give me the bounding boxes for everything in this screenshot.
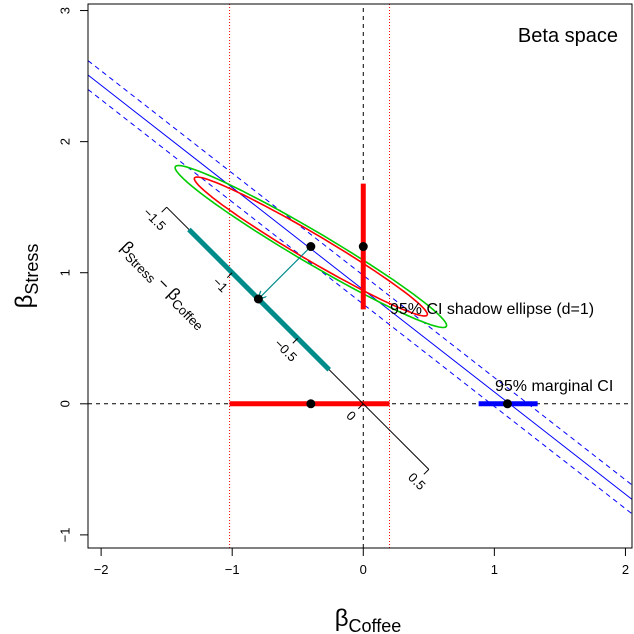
y-axis-title-main: β — [11, 295, 38, 309]
y-axis: −1 0 1 2 3 — [57, 7, 88, 542]
x-axis-tick-label-3: 1 — [491, 562, 498, 577]
y-axis-tick-label-0: −1 — [57, 527, 72, 542]
difference-axis-tick-2 — [292, 337, 299, 344]
plot-area — [88, 4, 632, 548]
marginal-ci-label: 95% marginal CI — [495, 378, 613, 395]
difference-axis-tick-0 — [161, 206, 168, 213]
difference-axis-title-sub2: Coffee — [169, 296, 207, 334]
data-point-1 — [358, 242, 368, 252]
chart-title: Beta space — [518, 25, 618, 47]
x-axis-tick-label-4: 2 — [622, 562, 629, 577]
x-axis: −2 −1 0 1 2 — [94, 548, 629, 577]
x-axis-tick-label-0: −2 — [94, 562, 109, 577]
y-axis-tick-label-2: 1 — [57, 269, 72, 276]
x-axis-tick-label-1: −1 — [225, 562, 240, 577]
shadow-ci-label: 95% CI shadow ellipse (d=1) — [390, 301, 594, 318]
joint-ellipse-outer — [174, 164, 448, 329]
data-point-2 — [253, 294, 263, 304]
y-axis-tick-label-4: 3 — [57, 7, 72, 14]
data-point-3 — [306, 399, 316, 409]
difference-axis-tick-4 — [423, 468, 430, 475]
difference-axis-tick-label-3: 0 — [343, 408, 359, 424]
data-point-4 — [502, 399, 512, 409]
data-point-0 — [306, 242, 316, 252]
difference-axis-title: βStress − βCoffee — [115, 237, 211, 333]
blue-fit-line — [88, 74, 632, 500]
x-axis-tick-label-2: 0 — [360, 562, 367, 577]
x-axis-title-sub: Coffee — [349, 616, 402, 634]
y-axis-tick-label-1: 0 — [57, 400, 72, 407]
x-axis-title-main: β — [335, 605, 349, 632]
projection-arrow — [258, 246, 312, 299]
difference-axis-tick-3 — [357, 403, 364, 410]
y-axis-title: βStress — [11, 244, 42, 309]
blue-band-upper — [88, 60, 632, 486]
blue-band-lower — [88, 89, 632, 515]
x-axis-title: βCoffee — [335, 605, 402, 634]
plot-frame — [87, 3, 633, 549]
y-axis-tick-label-3: 2 — [57, 138, 72, 145]
difference-axis-tick-1 — [226, 272, 233, 279]
y-axis-title-sub: Stress — [22, 244, 42, 295]
